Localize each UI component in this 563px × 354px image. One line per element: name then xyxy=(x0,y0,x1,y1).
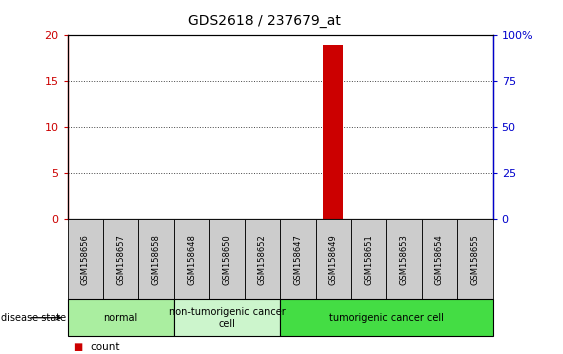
Bar xyxy=(68,219,103,299)
Bar xyxy=(351,219,386,299)
Text: GSM158650: GSM158650 xyxy=(222,234,231,285)
Text: GSM158655: GSM158655 xyxy=(471,234,480,285)
Text: GSM158654: GSM158654 xyxy=(435,234,444,285)
Bar xyxy=(245,219,280,299)
Bar xyxy=(174,299,280,336)
Bar xyxy=(315,219,351,299)
Bar xyxy=(209,219,245,299)
Bar xyxy=(386,219,422,299)
Text: GSM158657: GSM158657 xyxy=(116,234,125,285)
Text: GSM158658: GSM158658 xyxy=(151,234,160,285)
Text: non-tumorigenic cancer
cell: non-tumorigenic cancer cell xyxy=(168,307,285,329)
Bar xyxy=(280,299,493,336)
Text: ■: ■ xyxy=(73,342,82,352)
Bar xyxy=(68,299,174,336)
Bar xyxy=(324,45,343,219)
Text: normal: normal xyxy=(104,313,138,323)
Text: GSM158652: GSM158652 xyxy=(258,234,267,285)
Text: GSM158648: GSM158648 xyxy=(187,234,196,285)
Text: GSM158656: GSM158656 xyxy=(81,234,90,285)
Text: count: count xyxy=(90,342,119,352)
Bar xyxy=(174,219,209,299)
Text: GDS2618 / 237679_at: GDS2618 / 237679_at xyxy=(188,14,341,28)
Bar xyxy=(280,219,315,299)
Bar xyxy=(422,219,457,299)
Bar xyxy=(103,219,138,299)
Text: GSM158651: GSM158651 xyxy=(364,234,373,285)
Bar xyxy=(138,219,174,299)
Bar xyxy=(329,218,338,219)
Text: disease state: disease state xyxy=(1,313,66,323)
Bar xyxy=(457,219,493,299)
Text: GSM158649: GSM158649 xyxy=(329,234,338,285)
Text: GSM158647: GSM158647 xyxy=(293,234,302,285)
Text: GSM158653: GSM158653 xyxy=(400,234,409,285)
Text: tumorigenic cancer cell: tumorigenic cancer cell xyxy=(329,313,444,323)
